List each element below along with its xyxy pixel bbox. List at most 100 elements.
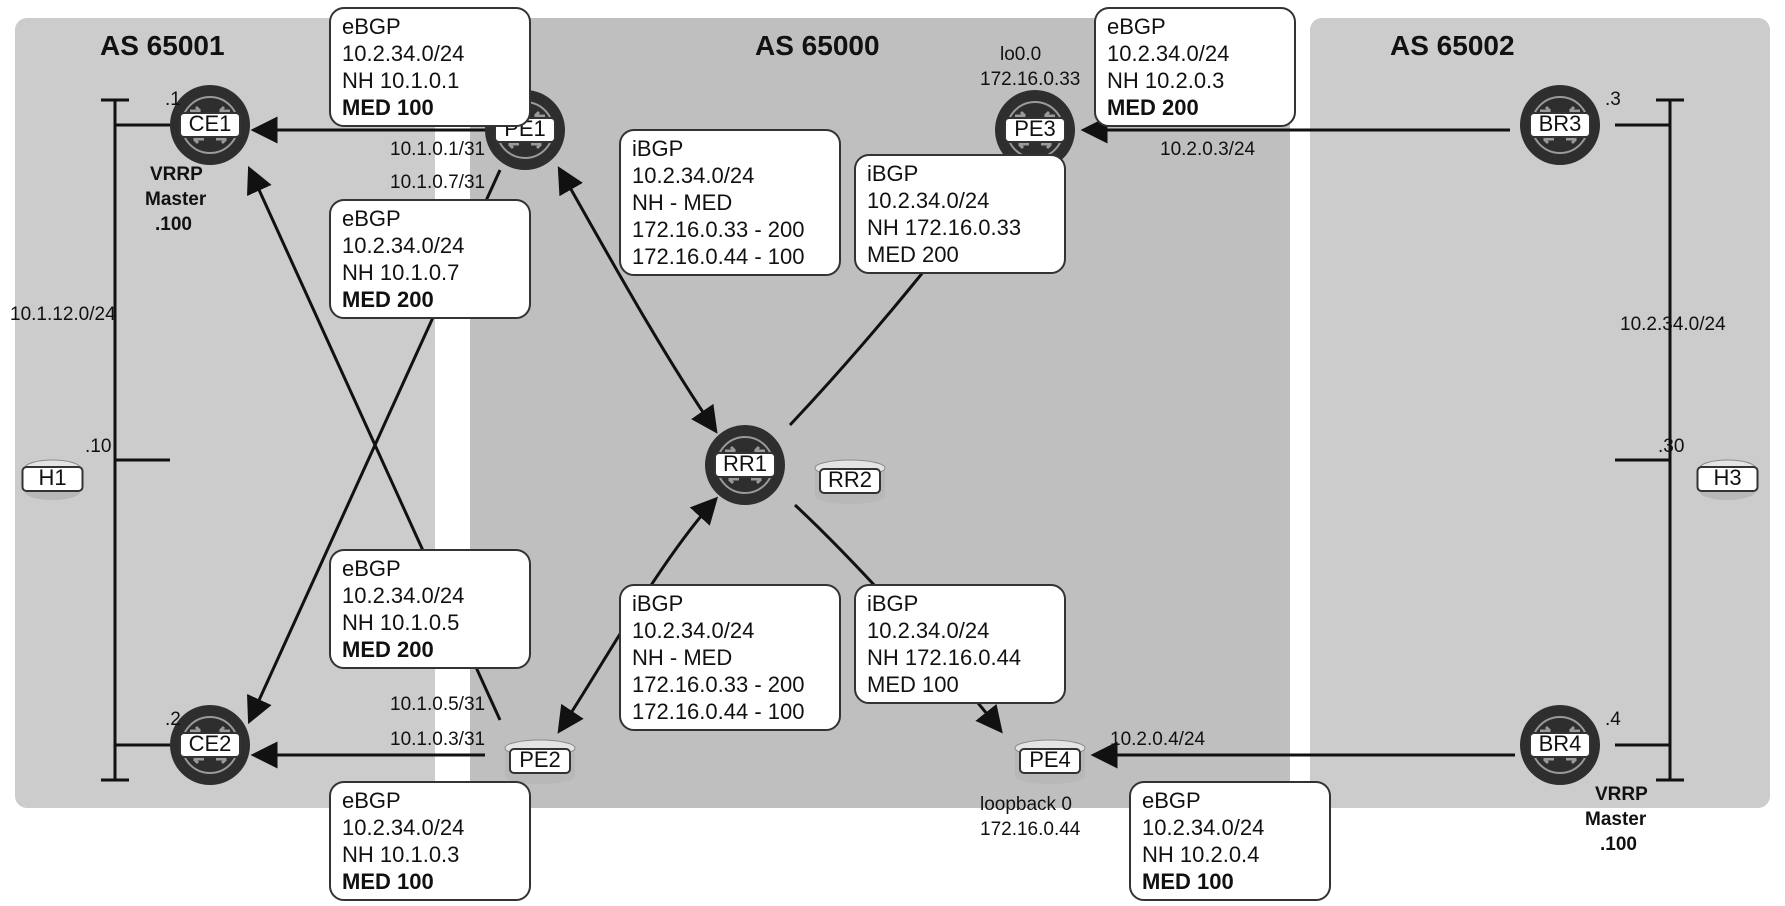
bgp-line: NH 172.16.0.44 — [867, 645, 1021, 670]
device-label: PE2 — [519, 747, 561, 772]
label: Master — [145, 189, 207, 210]
bgp-line: MED 100 — [867, 672, 959, 697]
label: lo0.0 — [1000, 44, 1041, 65]
label: .100 — [155, 214, 192, 235]
bgp-line: MED 100 — [1142, 869, 1234, 894]
bgp-line: MED 200 — [342, 287, 434, 312]
bgp-line: 172.16.0.44 - 100 — [632, 244, 804, 269]
label: .4 — [1605, 709, 1621, 730]
router-label: BR4 — [1539, 731, 1582, 756]
bgp-line: 10.2.34.0/24 — [342, 815, 464, 840]
bgp-line: eBGP — [342, 788, 401, 813]
router-RR1: RR1 — [705, 425, 785, 505]
label: .10 — [85, 436, 111, 457]
label: 172.16.0.44 — [980, 819, 1081, 840]
bgp-box: eBGP10.2.34.0/24NH 10.1.0.5MED 200 — [330, 550, 530, 668]
bgp-line: 10.2.34.0/24 — [342, 41, 464, 66]
bgp-line: NH - MED — [632, 645, 732, 670]
device-H3: H3 — [1698, 460, 1758, 500]
bgp-line: NH 10.2.0.3 — [1107, 68, 1224, 93]
label: 10.1.0.5/31 — [390, 694, 485, 715]
label: VRRP — [1595, 784, 1648, 805]
label: VRRP — [150, 164, 203, 185]
as-title: AS 65000 — [755, 30, 880, 61]
router-label: CE2 — [189, 731, 232, 756]
router-label: PE3 — [1014, 116, 1056, 141]
bgp-line: NH 172.16.0.33 — [867, 215, 1021, 240]
bgp-line: MED 200 — [342, 637, 434, 662]
label: 10.1.0.1/31 — [390, 139, 485, 160]
router-BR3: BR3 — [1520, 85, 1600, 165]
device-RR2: RR2 — [815, 460, 885, 504]
bgp-box: iBGP10.2.34.0/24NH 172.16.0.44MED 100 — [855, 585, 1065, 703]
device-label: PE4 — [1029, 747, 1071, 772]
bgp-line: 10.2.34.0/24 — [342, 233, 464, 258]
bgp-box: eBGP10.2.34.0/24NH 10.1.0.7MED 200 — [330, 200, 530, 318]
bgp-line: MED 100 — [342, 869, 434, 894]
as-title: AS 65001 — [100, 30, 225, 61]
bgp-line: MED 200 — [1107, 95, 1199, 120]
bgp-line: MED 100 — [342, 95, 434, 120]
label: 10.2.34.0/24 — [1620, 314, 1726, 335]
bgp-line: iBGP — [632, 591, 683, 616]
bgp-line: NH 10.1.0.7 — [342, 260, 459, 285]
as-title: AS 65002 — [1390, 30, 1515, 61]
bgp-line: 10.2.34.0/24 — [632, 163, 754, 188]
label: .100 — [1600, 834, 1637, 855]
bgp-line: iBGP — [632, 136, 683, 161]
bgp-box: iBGP10.2.34.0/24NH - MED172.16.0.33 - 20… — [620, 130, 840, 275]
label: 10.1.0.3/31 — [390, 729, 485, 750]
bgp-box: iBGP10.2.34.0/24NH 172.16.0.33MED 200 — [855, 155, 1065, 273]
bgp-line: 10.2.34.0/24 — [1107, 41, 1229, 66]
device-PE2: PE2 — [505, 740, 575, 784]
router-label: CE1 — [189, 111, 232, 136]
label: .1 — [165, 89, 181, 110]
label: .2 — [165, 709, 181, 730]
device-label: H3 — [1713, 465, 1741, 490]
device-PE4: PE4 — [1015, 740, 1085, 784]
router-CE1: CE1 — [170, 85, 250, 165]
bgp-box: eBGP10.2.34.0/24NH 10.1.0.3MED 100 — [330, 782, 530, 900]
bgp-box: eBGP10.2.34.0/24NH 10.2.0.3MED 200 — [1095, 8, 1295, 126]
device-label: H1 — [38, 465, 66, 490]
bgp-box: eBGP10.2.34.0/24NH 10.2.0.4MED 100 — [1130, 782, 1330, 900]
bgp-line: eBGP — [1107, 14, 1166, 39]
router-label: BR3 — [1539, 111, 1582, 136]
bgp-line: iBGP — [867, 591, 918, 616]
label: 10.2.0.3/24 — [1160, 139, 1256, 160]
bgp-line: 10.2.34.0/24 — [867, 188, 989, 213]
bgp-line: iBGP — [867, 161, 918, 186]
bgp-line: eBGP — [342, 206, 401, 231]
bgp-line: 10.2.34.0/24 — [1142, 815, 1264, 840]
device-H1: H1 — [23, 460, 83, 500]
bgp-line: 10.2.34.0/24 — [867, 618, 989, 643]
device-label: RR2 — [828, 467, 872, 492]
router-label: RR1 — [723, 451, 767, 476]
label: 10.1.12.0/24 — [10, 304, 116, 325]
label: loopback 0 — [980, 794, 1072, 815]
bgp-line: 172.16.0.33 - 200 — [632, 672, 804, 697]
bgp-line: eBGP — [342, 14, 401, 39]
label: 172.16.0.33 — [980, 69, 1080, 90]
network-diagram: AS 65001AS 65000AS 65002CE1CE2PE1PE3RR1B… — [0, 0, 1785, 906]
label: .30 — [1658, 436, 1684, 457]
bgp-line: 10.2.34.0/24 — [342, 583, 464, 608]
bgp-line: NH 10.2.0.4 — [1142, 842, 1259, 867]
label: 10.2.0.4/24 — [1110, 729, 1206, 750]
label: 10.1.0.7/31 — [390, 172, 485, 193]
label: Master — [1585, 809, 1647, 830]
bgp-line: eBGP — [342, 556, 401, 581]
bgp-line: MED 200 — [867, 242, 959, 267]
bgp-line: 172.16.0.44 - 100 — [632, 699, 804, 724]
bgp-line: eBGP — [1142, 788, 1201, 813]
router-CE2: CE2 — [170, 705, 250, 785]
bgp-line: NH 10.1.0.1 — [342, 68, 459, 93]
bgp-box: iBGP10.2.34.0/24NH - MED172.16.0.33 - 20… — [620, 585, 840, 730]
bgp-box: eBGP10.2.34.0/24NH 10.1.0.1MED 100 — [330, 8, 530, 126]
bgp-line: NH - MED — [632, 190, 732, 215]
bgp-line: 172.16.0.33 - 200 — [632, 217, 804, 242]
router-BR4: BR4 — [1520, 705, 1600, 785]
bgp-line: NH 10.1.0.5 — [342, 610, 459, 635]
bgp-line: NH 10.1.0.3 — [342, 842, 459, 867]
bgp-line: 10.2.34.0/24 — [632, 618, 754, 643]
